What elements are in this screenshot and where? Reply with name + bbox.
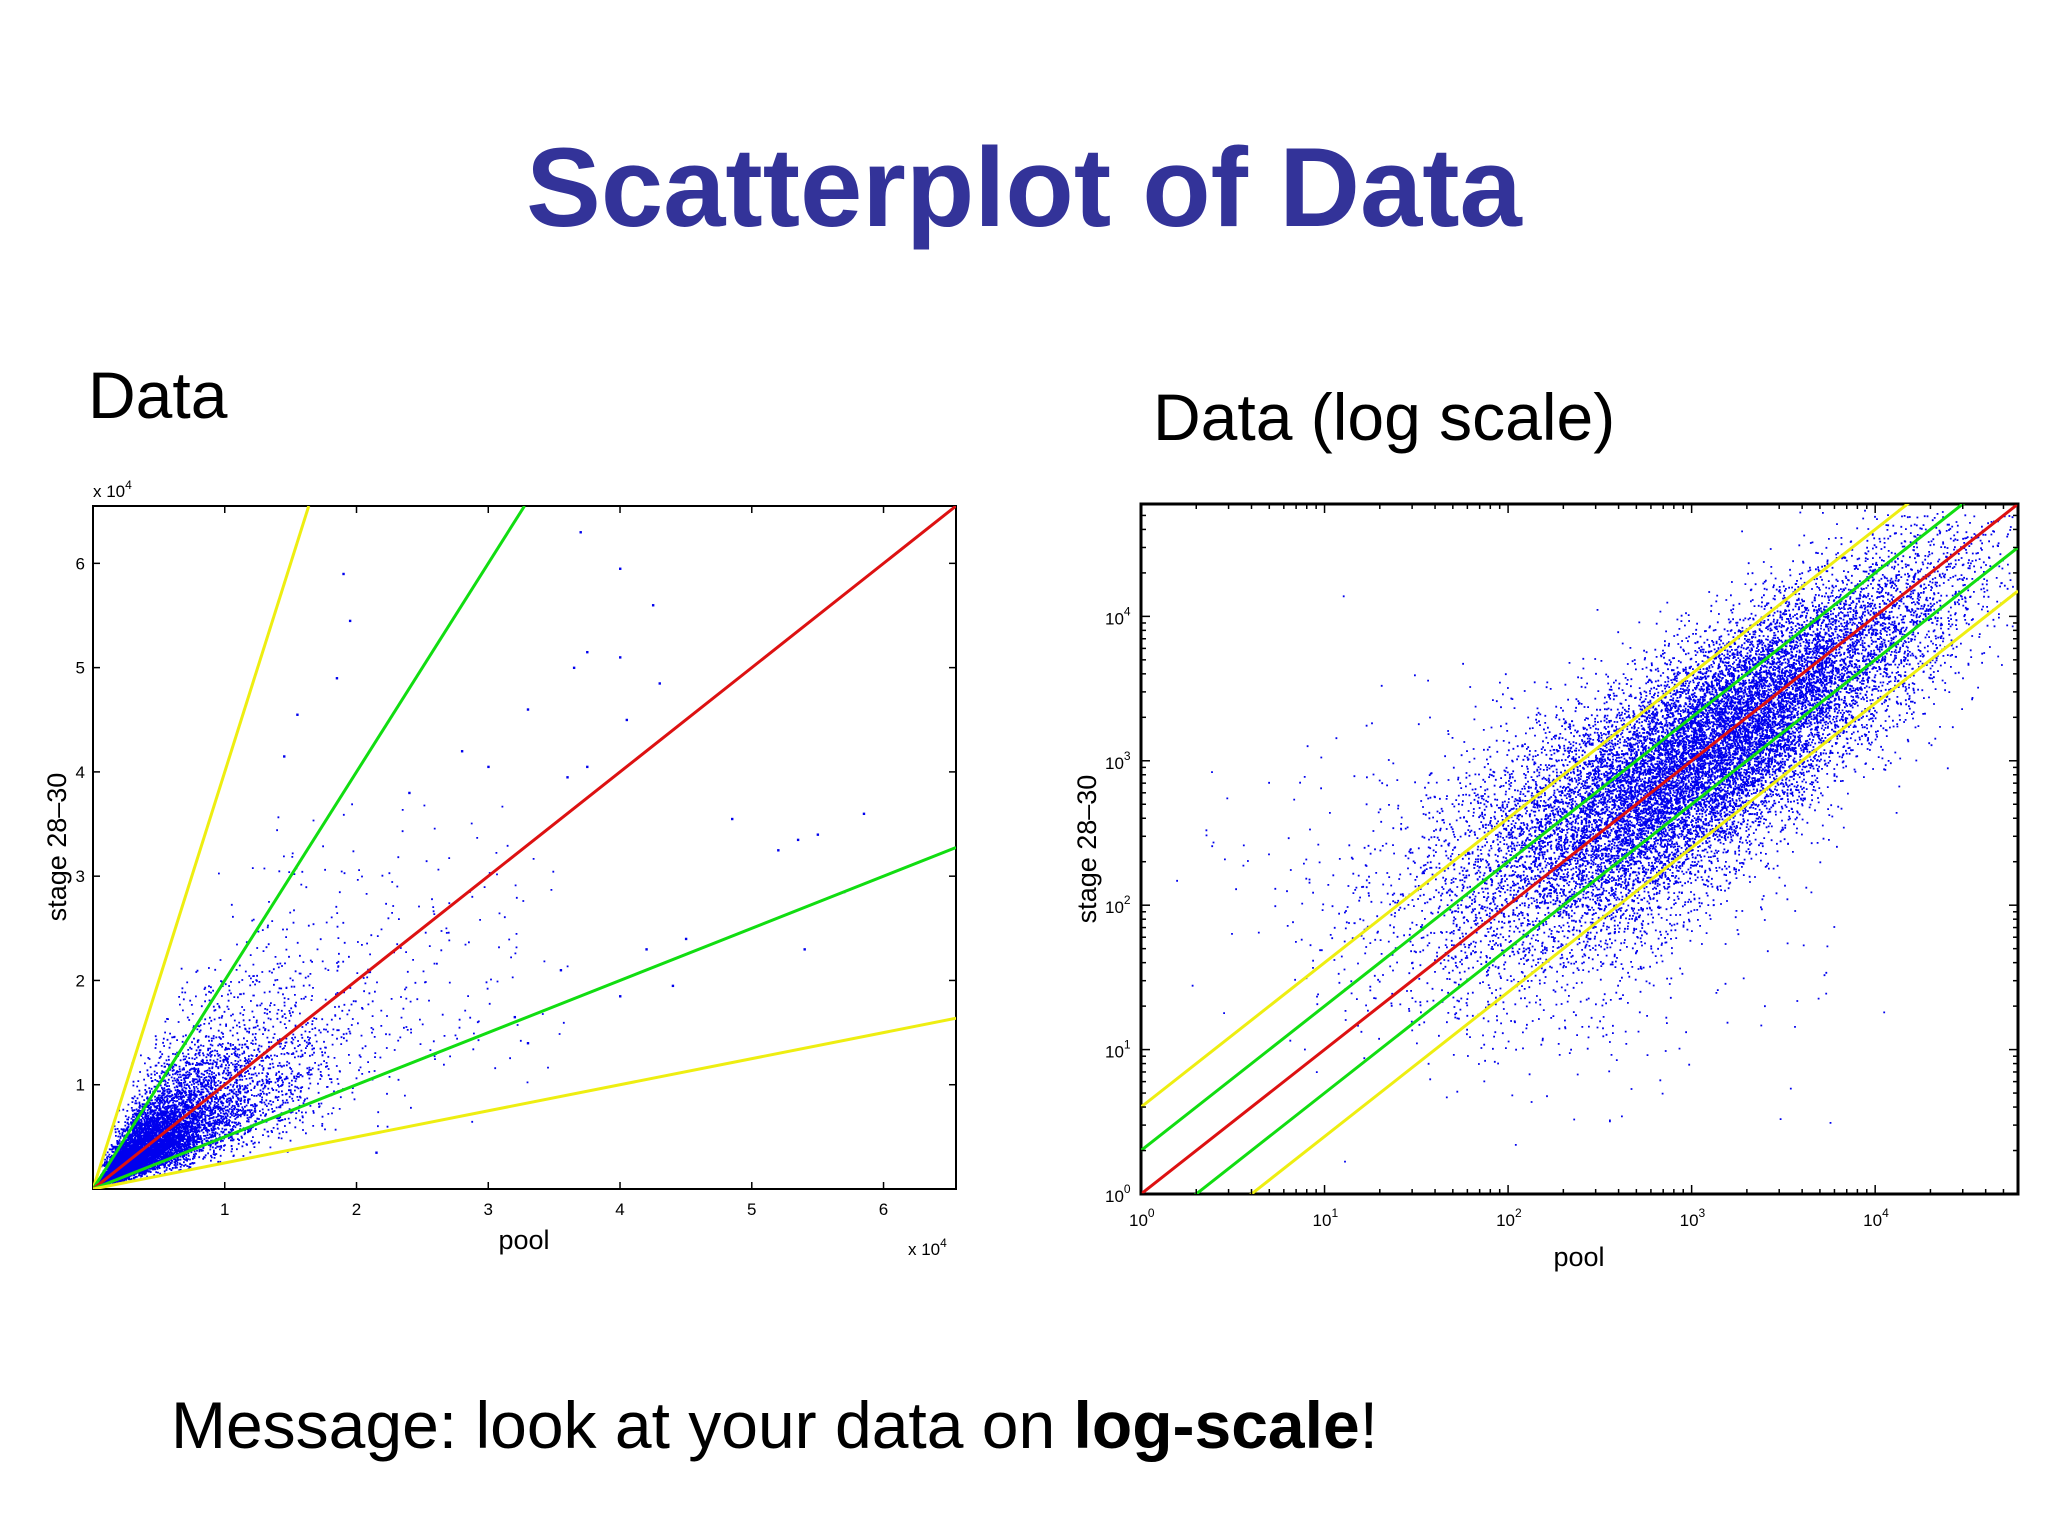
slide-title: Scatterplot of Data xyxy=(526,125,1522,250)
linear-point xyxy=(731,817,734,821)
takeaway-message: Message: look at your data on log-scale! xyxy=(171,1392,1378,1458)
linear-reference-line xyxy=(93,1016,956,1189)
linear-reference-line xyxy=(93,846,956,1189)
linear-point xyxy=(625,718,629,722)
linear-point xyxy=(619,656,622,659)
linear-x-tick-label: 3 xyxy=(484,1200,493,1219)
linear-y-tick-label: 5 xyxy=(76,659,85,678)
message-text: Message: look at your data on xyxy=(171,1388,1074,1462)
linear-point xyxy=(777,849,780,852)
log-y-tick-label: 101 xyxy=(1105,1038,1131,1062)
linear-point xyxy=(513,1015,517,1019)
log-y-tick-label: 100 xyxy=(1105,1182,1131,1206)
linear-point xyxy=(408,791,411,795)
caption-linear-panel: Data xyxy=(88,358,228,432)
linear-point xyxy=(296,713,299,716)
linear-x-tick-label: 1 xyxy=(220,1200,229,1219)
log-reference-line xyxy=(1141,504,1966,1152)
linear-point xyxy=(566,776,569,779)
linear-point xyxy=(335,677,339,680)
linear-point xyxy=(526,1042,530,1045)
linear-point xyxy=(684,937,688,941)
linear-point xyxy=(671,984,675,988)
linear-x-tick-label: 4 xyxy=(615,1200,624,1219)
linear-point xyxy=(526,708,530,711)
linear-reference-lines xyxy=(93,506,956,1189)
linear-point xyxy=(460,750,464,753)
log-reference-line xyxy=(1193,546,2018,1194)
linear-point xyxy=(586,650,589,654)
log-x-tick-label: 102 xyxy=(1496,1206,1522,1230)
caption-log-panel: Data (log scale) xyxy=(1153,380,1616,454)
linear-y-axis-label: stage 28–30 xyxy=(42,773,72,922)
linear-point xyxy=(862,812,866,816)
linear-y-multiplier: x 104 xyxy=(93,478,132,501)
linear-x-multiplier: x 104 xyxy=(908,1236,947,1259)
linear-point xyxy=(816,833,820,836)
log-x-tick-label: 101 xyxy=(1313,1206,1339,1230)
linear-x-tick-label: 2 xyxy=(352,1200,361,1219)
linear-point xyxy=(803,948,806,951)
log-x-axis-label: pool xyxy=(1553,1242,1604,1272)
linear-point xyxy=(796,838,800,842)
linear-y-tick-label: 1 xyxy=(76,1076,85,1095)
linear-point xyxy=(579,531,582,534)
linear-y-tick-label: 3 xyxy=(76,867,85,886)
linear-reference-line xyxy=(93,506,956,1189)
linear-point xyxy=(586,765,589,769)
log-reference-line xyxy=(1141,504,2018,1194)
log-y-tick-label: 102 xyxy=(1105,893,1131,917)
log-y-axis-label: stage 28–30 xyxy=(1072,775,1102,924)
linear-point xyxy=(283,755,286,758)
log-reference-line xyxy=(1249,589,2018,1194)
linear-y-tick-label: 4 xyxy=(76,763,85,782)
log-x-tick-label: 104 xyxy=(1863,1206,1889,1230)
log-reference-lines xyxy=(1141,504,2018,1194)
linear-point xyxy=(619,567,622,570)
linear-point xyxy=(348,619,352,623)
linear-point xyxy=(487,765,490,769)
log-x-tick-label: 103 xyxy=(1680,1206,1706,1230)
log-tick-layer: 100 101 102 103 104 100 101 102 103 104 xyxy=(1105,503,2019,1230)
linear-point xyxy=(342,572,345,576)
linear-point xyxy=(559,969,563,972)
linear-reference-line xyxy=(93,506,311,1189)
linear-x-tick-label: 6 xyxy=(879,1200,888,1219)
linear-point xyxy=(619,995,622,998)
message-end: ! xyxy=(1359,1388,1378,1462)
message-emphasis: log-scale xyxy=(1073,1388,1360,1462)
linear-x-tick-label: 5 xyxy=(747,1200,756,1219)
linear-point xyxy=(375,1151,378,1154)
linear-reference-line xyxy=(93,506,526,1189)
linear-y-tick-label: 2 xyxy=(76,971,85,990)
linear-point xyxy=(645,948,648,951)
linear-y-tick-label: 6 xyxy=(76,554,85,573)
log-reference-line xyxy=(1141,504,1910,1109)
linear-point xyxy=(572,666,576,670)
log-y-tick-label: 104 xyxy=(1105,604,1131,628)
linear-point xyxy=(651,604,655,607)
linear-tick-layer: 1 2 3 4 5 6 1 2 3 4 5 6 xyxy=(76,506,956,1219)
linear-x-axis-label: pool xyxy=(498,1225,549,1255)
log-y-tick-label: 103 xyxy=(1105,749,1131,773)
linear-point xyxy=(658,682,661,685)
log-x-tick-label: 100 xyxy=(1129,1206,1155,1230)
